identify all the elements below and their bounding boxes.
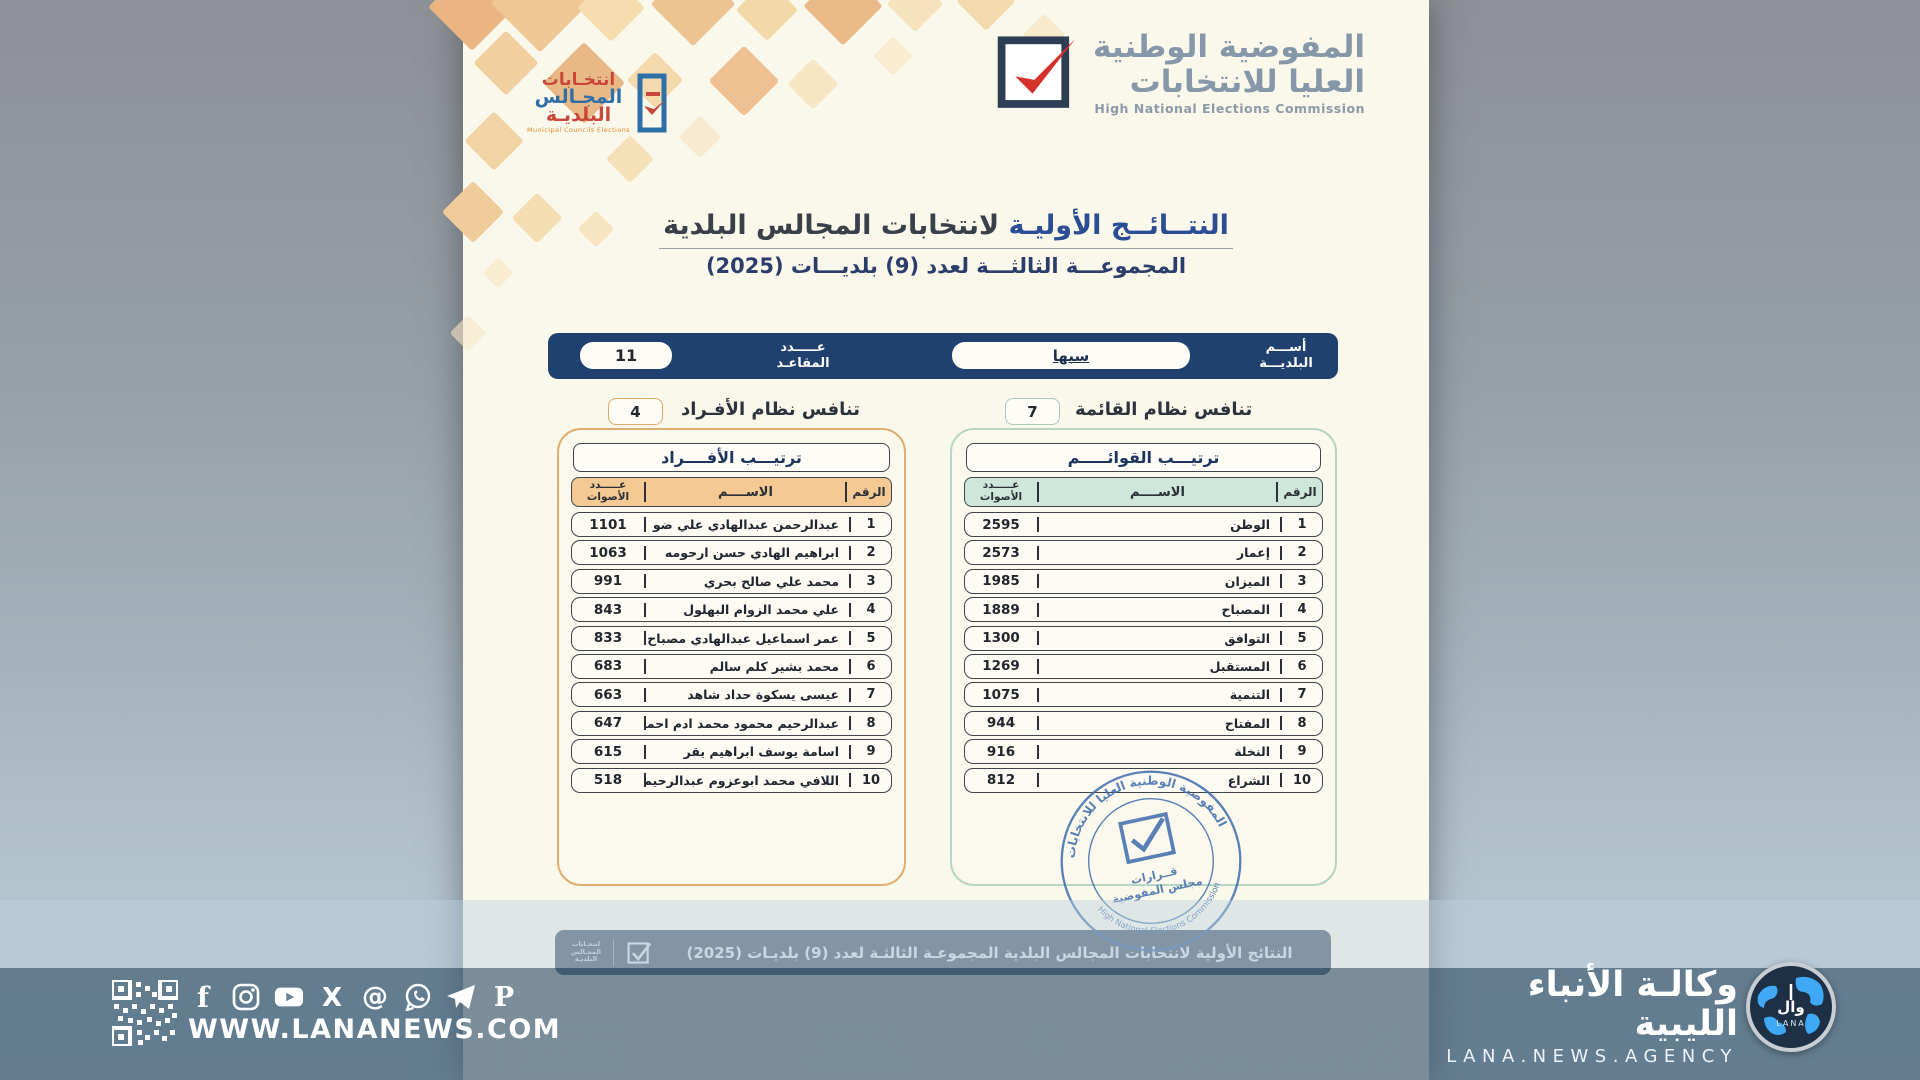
hnec-name-english: High National Elections Commission <box>1094 101 1366 117</box>
individuals-ranking-panel: ترتيـــب الأفــــراد عـــــدد الأصوات الا… <box>557 428 906 886</box>
municipality-name-label: أســـم البلديـــة <box>1259 340 1313 372</box>
table-row: 833 عمر اسماعيل عبدالهادي مصباح 5 <box>571 625 892 651</box>
hnec-letterhead: المفوضية الوطنية العليا للانتخابات High … <box>993 30 1365 116</box>
column-votes: عـــــدد الأصوات <box>586 479 630 503</box>
table-row: 2573 إعمار 2 <box>964 540 1323 566</box>
document-title: النتــائــج الأوليـة لانتخابات المجالس ا… <box>463 210 1429 241</box>
table-row: 1269 المستقبل 6 <box>964 653 1323 679</box>
individuals-count-badge: 4 <box>608 398 663 425</box>
table-row: 647 عبدالرحيم محمود محمد ادم احمد 8 <box>571 710 892 736</box>
municipal-elections-logo: انتخـابات المجـالس البلديـة Municipal Co… <box>527 70 670 135</box>
lists-ranking-panel: ترتيـــب القوائـــــم عـــــدد الأصوات ال… <box>950 428 1337 886</box>
table-row: 1101 عبدالرحمن عبدالهادي علي ضو 1 <box>571 512 892 537</box>
title-underline <box>659 248 1233 249</box>
table-row: 1985 الميزان 3 <box>964 568 1323 594</box>
individuals-table-title: ترتيـــب الأفــــراد <box>573 443 890 472</box>
individuals-table-header: عـــــدد الأصوات الاســــم الرقم <box>571 477 892 507</box>
lists-section-title: تنافس نظام القائمة <box>1075 399 1253 420</box>
column-votes: عـــــدد الأصوات <box>979 479 1023 503</box>
document-footer-bar: انتخـابات المجـالس البلديـة النتائج الأو… <box>555 930 1331 975</box>
table-row: 663 عيسى يسكوة حداد شاهد 7 <box>571 682 892 708</box>
hnec-checkbox-logo <box>997 36 1076 108</box>
municipal-logo-word1: انتخـابات <box>541 70 616 90</box>
footer-mini-logo: انتخـابات المجـالس البلديـة <box>571 939 602 964</box>
results-document: المفوضية الوطنية العليا للانتخابات High … <box>428 0 1429 1080</box>
title-rest: لانتخابات المجالس البلدية <box>663 210 1000 241</box>
table-row: 1889 المصباح 4 <box>964 597 1323 623</box>
table-row: 944 المفتاح 8 <box>964 710 1323 736</box>
title-highlight: النتــائــج الأوليـة <box>1008 210 1229 241</box>
lists-table-header: عـــــدد الأصوات الاســــم الرقم <box>964 477 1323 507</box>
table-row: 1075 التنمية 7 <box>964 682 1323 708</box>
individuals-section-title: تنافس نظام الأفـراد <box>681 399 860 420</box>
table-row: 615 اسامة يوسف ابراهيم يقر 9 <box>571 739 892 765</box>
seats-value: 11 <box>580 342 672 369</box>
municipality-info-bar: أســـم البلديـــة سبها عـــــدد المقاعـد… <box>548 333 1338 379</box>
municipal-logo-word2: المجـالس <box>534 86 623 109</box>
dark-band-overlay <box>0 968 1920 1080</box>
table-row: 991 محمد علي صالح بحري 3 <box>571 568 892 594</box>
table-row: 683 محمد بشير كلم سالم 6 <box>571 653 892 679</box>
footer-checkbox-icon <box>627 941 652 964</box>
municipal-logo-word3: البلديـة <box>545 104 612 127</box>
table-row: 518 اللافي محمد ابوعزوم عبدالرحيم 10 <box>571 767 892 793</box>
table-row: 1063 ابراهيم الهادي حسن ارحومه 2 <box>571 540 892 566</box>
lists-table-title: ترتيـــب القوائـــــم <box>966 443 1321 472</box>
municipality-name-value: سبها <box>952 342 1190 369</box>
hnec-name-arabic-line2: العليا للانتخابات <box>1129 63 1366 100</box>
light-band-overlay <box>0 900 1920 968</box>
table-row: 916 النخلة 9 <box>964 739 1323 765</box>
column-rank: الرقم <box>852 485 886 499</box>
ballot-box-icon <box>637 73 667 133</box>
lists-count-badge: 7 <box>1005 398 1060 425</box>
hnec-name-arabic-line1: المفوضية الوطنية <box>1093 29 1366 65</box>
document-subtitle: المجموعـــة الثالثـــة لعدد (9) بلديـــا… <box>705 254 1187 278</box>
column-rank: الرقم <box>1283 485 1317 499</box>
column-name: الاســــم <box>1130 484 1185 500</box>
seats-label: عـــــدد المقاعـد <box>776 340 830 372</box>
municipal-logo-caption: Municipal Councils Elections <box>527 126 630 135</box>
table-row: 843 علي محمد الزوام البهلول 4 <box>571 597 892 623</box>
table-row: 2595 الوطن 1 <box>964 512 1323 537</box>
table-row: 1300 التوافق 5 <box>964 625 1323 651</box>
column-name: الاســــم <box>718 484 773 500</box>
